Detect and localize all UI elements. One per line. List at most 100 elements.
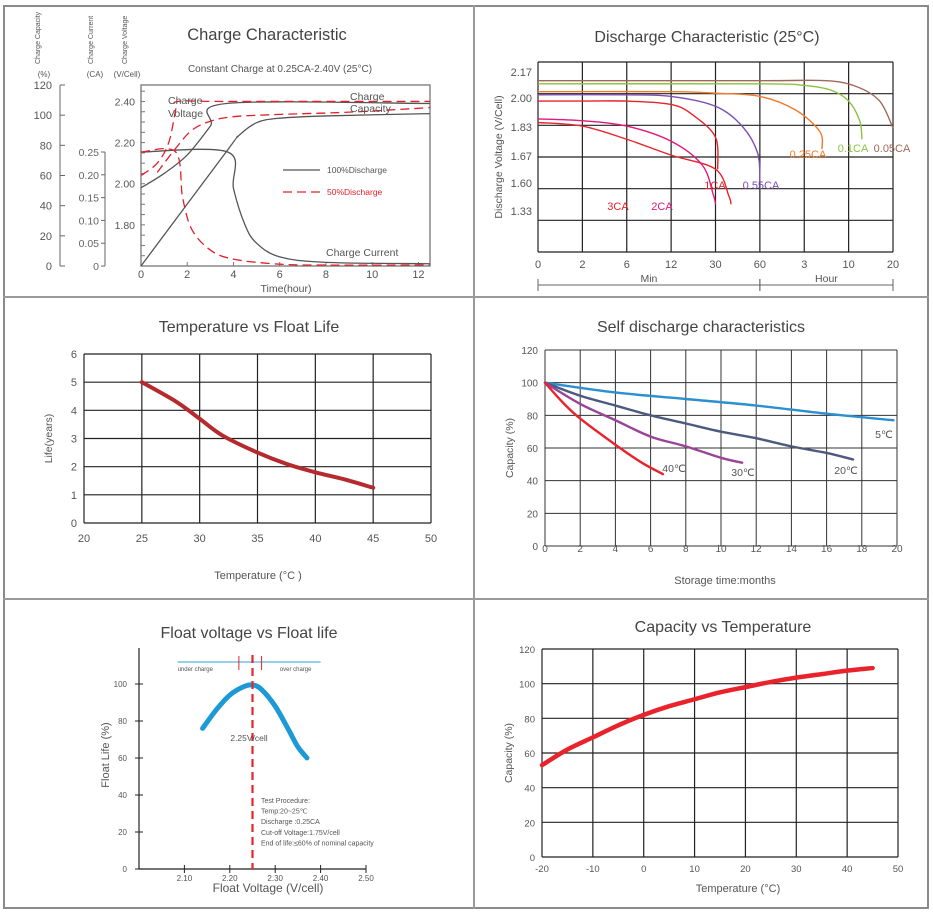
- current-tick-label: 0.10: [79, 215, 100, 227]
- x-tick-label: 40: [309, 533, 321, 545]
- y-tick-label: 2.17: [511, 67, 532, 79]
- y-tick-label: 60: [524, 749, 535, 760]
- y-tick-label: 20: [527, 509, 539, 520]
- under-charge-label: under charge: [178, 667, 214, 673]
- series-label-1ca: 1CA: [704, 180, 726, 192]
- y-tick-label: 60: [527, 444, 539, 455]
- capacity-tick-label: 80: [40, 140, 52, 152]
- vertical-divider: [473, 5, 475, 909]
- series-label: 20℃: [834, 465, 858, 477]
- charge-characteristic-chart: Charge Characteristic Constant Charge at …: [34, 11, 431, 295]
- legend-label-100: 100%Discharge: [327, 165, 387, 175]
- annotation-charge-capacity-2: Capacity: [350, 103, 392, 115]
- x-tick-label: 18: [856, 544, 868, 555]
- series-40-: [543, 381, 665, 476]
- y-axis-label: Capacity (%): [503, 723, 515, 783]
- y-tick-label: 80: [527, 411, 539, 422]
- series-5-: [543, 381, 895, 422]
- y-tick-label: 2: [71, 462, 77, 474]
- y-axis-label: Discharge Voltage (V/Cell): [493, 95, 505, 218]
- y-tick-label: 0: [71, 518, 77, 530]
- x-axis-label: Time(hour): [261, 283, 312, 295]
- x-tick-label: 50: [893, 864, 904, 875]
- annotation-charge-voltage-1: Charge: [168, 95, 203, 107]
- axis-header-0: Charge Capacity: [35, 11, 42, 64]
- series-float-life: [200, 682, 310, 761]
- capacity-tick-label: 20: [40, 231, 52, 243]
- x-tick-label: 0: [535, 259, 541, 271]
- x-tick-label: 2: [577, 544, 583, 555]
- axis-header-2: Charge Voltage: [122, 16, 129, 64]
- current-tick-label: 0.15: [79, 193, 100, 205]
- y-tick-label: 0: [532, 542, 538, 553]
- x-tick-label: 12: [412, 269, 424, 281]
- datasheet-frame: [3, 5, 929, 909]
- capacity-tick-label: 40: [40, 201, 52, 213]
- x-tick-label: 60: [754, 259, 766, 271]
- series-50-discharge-capacity: [156, 106, 431, 173]
- procedure-line-3: Cut-off Voltage:1.75V/cell: [261, 830, 340, 837]
- y-tick-label: 3: [71, 434, 77, 446]
- y-tick-label: 40: [527, 477, 539, 488]
- y-tick-label: 80: [524, 714, 535, 725]
- float-voltage-vs-float-life-chart: Float voltage vs Float life 0 20 40 60 80 100 2…: [100, 625, 374, 895]
- x-tick-label: 6: [624, 259, 630, 271]
- capacity-tick-label: 0: [46, 261, 52, 273]
- x-tick-label: 45: [367, 533, 379, 545]
- y-tick-label: 0: [530, 853, 535, 864]
- x-tick-label: 6: [648, 544, 654, 555]
- annotation-charge-current: Charge Current: [326, 247, 398, 259]
- chart-subtitle: Constant Charge at 0.25CA-2.40V (25°C): [188, 64, 372, 75]
- series-label-3ca: 3CA: [607, 201, 629, 213]
- y-tick-label: 40: [118, 791, 127, 800]
- x-tick-label: 10: [689, 864, 700, 875]
- x-tick-label: 14: [786, 544, 798, 555]
- current-tick-label: 0.05: [79, 238, 100, 250]
- y-tick-label: 1.33: [511, 206, 532, 218]
- x-tick-label: 2: [579, 259, 585, 271]
- series-label-0-05ca: 0.05CA: [874, 143, 911, 155]
- series-100-discharge-capacity: [140, 113, 431, 267]
- series-label-2ca: 2CA: [651, 201, 673, 213]
- procedure-line-4: End of life:≤60% of nominal capacity: [261, 840, 374, 847]
- over-charge-label: over charge: [280, 667, 312, 673]
- capacity-tick-label: 100: [34, 110, 52, 122]
- chart-title: Charge Characteristic: [187, 26, 347, 44]
- x-tick-label: 8: [323, 269, 329, 281]
- x-tick-label: 2.50: [358, 874, 374, 883]
- x-tick-label: 10: [366, 269, 378, 281]
- x-tick-label: 20: [887, 259, 899, 271]
- y-tick-label: 120: [519, 645, 535, 656]
- y-axis-label: Capacity (%): [504, 418, 516, 478]
- horizontal-divider-2: [3, 598, 929, 600]
- x-tick-label: 30: [791, 864, 802, 875]
- voltage-tick-label: 2.40: [115, 96, 136, 108]
- series-50-discharge-voltage: [140, 100, 430, 177]
- x-tick-label: 2: [184, 269, 190, 281]
- series-1ca: [538, 100, 719, 170]
- series-0-55ca: [537, 94, 761, 183]
- x-tick-label: 20: [740, 864, 751, 875]
- legend-label-50: 50%Discharge: [327, 187, 383, 197]
- x-tick-label: 10: [715, 544, 727, 555]
- y-tick-label: 120: [521, 346, 538, 357]
- x-axis-label: Temperature (°C): [696, 883, 780, 895]
- y-tick-label: 40: [524, 784, 535, 795]
- series-50-discharge-current: [140, 148, 431, 266]
- chart-title: Discharge Characteristic (25°C): [594, 29, 819, 46]
- y-tick-label: 20: [524, 818, 535, 829]
- x-tick-label: -20: [535, 864, 549, 875]
- y-tick-label: 1.67: [511, 151, 532, 163]
- procedure-line-1: Temp:20~25℃: [261, 809, 308, 816]
- x-axis-label: Temperature (°C ): [214, 570, 302, 582]
- x-tick-label: 0: [542, 544, 548, 555]
- series-label-0-55ca: 0.55CA: [743, 180, 780, 192]
- y-tick-label: 6: [71, 349, 77, 361]
- y-tick-label: 4: [71, 405, 77, 417]
- series-label: 30℃: [731, 467, 755, 479]
- horizontal-divider-1: [3, 296, 929, 298]
- x-group-label-hour: Hour: [815, 273, 838, 285]
- y-tick-label: 1.60: [511, 178, 532, 190]
- series-100-discharge-voltage: [140, 101, 431, 189]
